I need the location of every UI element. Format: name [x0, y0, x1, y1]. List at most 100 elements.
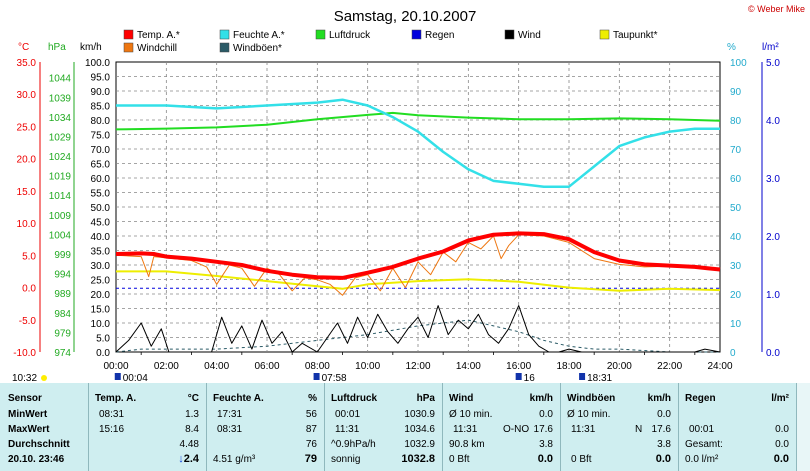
gusts-max-time: 11:31 — [571, 424, 596, 435]
wind-tick-label: 30.0 — [91, 261, 111, 272]
wind-tick-label: 0.0 — [96, 348, 110, 359]
humidity-tick-label: 30 — [730, 261, 742, 272]
pressure-avg-value: 1032.9 — [404, 439, 435, 450]
gusts-avg-value: 3.8 — [657, 439, 671, 450]
humidity-tick-label: 60 — [730, 174, 742, 185]
series-line-wind — [115, 305, 721, 353]
pressure-axis-unit: hPa — [48, 42, 66, 53]
trend-down-icon: ↓ — [178, 453, 184, 465]
pressure-tick-label: 974 — [54, 348, 71, 359]
time-markers: 10:32 00:04 07:58 16 18:31 — [12, 373, 613, 383]
pressure-min-value: 1030.9 — [404, 409, 435, 420]
x-tick-label: 10:00 — [355, 361, 380, 372]
humidity-avg-value: 76 — [305, 439, 317, 450]
wind-tick-label: 25.0 — [91, 276, 111, 287]
stats-temp-col: Temp. A. °C 08:31 1.3 15:16 8.4 4.48 ↓2.… — [88, 383, 207, 471]
pressure-tick-label: 1039 — [49, 93, 72, 104]
marker-icon — [114, 373, 121, 380]
wind-beaufort: 0 Bft — [449, 454, 470, 465]
gusts-avg10-value: 0.0 — [657, 409, 671, 420]
wind-tick-label: 75.0 — [91, 131, 111, 142]
credit-text: © Weber Mike — [748, 4, 805, 14]
humidity-axis-unit: % — [727, 42, 736, 53]
wind-tick-label: 70.0 — [91, 145, 111, 156]
temp-min-value: 1.3 — [185, 409, 199, 420]
rain-amount: 0.0 l/m² — [685, 454, 719, 465]
legend-swatch — [123, 42, 134, 53]
x-tick-label: 12:00 — [405, 361, 430, 372]
rain-total-label: Gesamt: — [685, 439, 723, 450]
gusts-max-direction: N — [635, 424, 643, 435]
wind-tick-label: 20.0 — [91, 290, 111, 301]
pressure-header: Luftdruck — [331, 393, 378, 404]
pressure-forecast: sonnig — [331, 454, 361, 465]
time-marker-label: 16 — [524, 373, 536, 383]
x-tick-label: 02:00 — [154, 361, 179, 372]
rain-max-time: 00:01 — [689, 424, 715, 435]
wind-tick-label: 55.0 — [91, 189, 111, 200]
grid — [115, 61, 721, 355]
legend-swatch — [411, 29, 422, 40]
wind-unit: km/h — [529, 393, 553, 404]
humidity-absolute: 4.51 g/m³ — [213, 454, 256, 465]
temp-unit: °C — [187, 393, 199, 404]
stats-humidity-col: Feuchte A. % 17:31 56 08:31 87 76 4.51 g… — [206, 383, 325, 471]
rain-total-value: 0.0 — [775, 439, 789, 450]
temp-min-time: 08:31 — [99, 409, 125, 420]
legend-swatch — [504, 29, 515, 40]
rain-current-value: 0.0 — [773, 453, 789, 465]
wind-current-value: 0.0 — [537, 453, 553, 465]
wind-tick-label: 40.0 — [91, 232, 111, 243]
axis-units: °C hPa km/h % l/m² — [18, 42, 779, 53]
wind-tick-label: 85.0 — [91, 102, 111, 113]
pressure-tick-label: 979 — [54, 328, 71, 339]
temp-tick-label: 0.0 — [22, 284, 36, 295]
humidity-tick-label: 70 — [730, 145, 742, 156]
temp-tick-label: -5.0 — [19, 316, 37, 327]
x-tick-label: 22:00 — [657, 361, 682, 372]
wind-tick-label: 50.0 — [91, 203, 111, 214]
humidity-tick-label: 90 — [730, 87, 742, 98]
pressure-tick-label: 1004 — [49, 230, 72, 241]
pressure-current-value: 1032.8 — [401, 453, 435, 465]
series-lines — [115, 98, 721, 353]
x-tick-label: 08:00 — [305, 361, 330, 372]
legend-swatch — [599, 29, 610, 40]
series-line-tempa — [115, 231, 721, 280]
wind-tick-label: 5.0 — [96, 334, 110, 345]
series-line-windben — [115, 319, 720, 353]
temp-max-time: 15:16 — [99, 424, 125, 435]
legend-label: Windböen* — [233, 43, 282, 54]
temp-tick-label: 35.0 — [17, 58, 37, 69]
x-tick-label: 04:00 — [204, 361, 229, 372]
wind-axis-unit: km/h — [80, 42, 102, 53]
pressure-tick-label: 1029 — [49, 132, 72, 143]
marker-icon — [313, 373, 320, 380]
legend-swatch — [219, 29, 230, 40]
temp-max-value: 8.4 — [185, 424, 199, 435]
pressure-tick-label: 1009 — [49, 211, 72, 222]
stats-pressure-col: Luftdruck hPa 00:01 1030.9 11:31 1034.6 … — [324, 383, 443, 471]
temp-tick-label: 15.0 — [17, 187, 37, 198]
series-line-luftdruck — [115, 111, 721, 131]
legend-label: Luftdruck — [329, 30, 371, 41]
x-tick-label: 16:00 — [506, 361, 531, 372]
temp-tick-label: 30.0 — [17, 90, 37, 101]
wind-max-value: 17.6 — [533, 424, 553, 435]
legend-label: Wind — [518, 30, 541, 41]
pressure-tick-label: 994 — [54, 270, 71, 281]
legend-swatch — [123, 29, 134, 40]
axis-ticks: 35.0 30.0 25.0 20.0 15.0 10.0 5.0 0.0 -5.0 -10.0 1… — [13, 58, 780, 372]
pressure-tick-label: 989 — [54, 289, 71, 300]
stats-gusts-col: Windböen km/h Ø 10 min. 0.0 11:31 N 17.6… — [560, 383, 679, 471]
wind-tick-label: 15.0 — [91, 305, 111, 316]
marker-icon — [579, 373, 586, 380]
rain-max-value: 0.0 — [775, 424, 789, 435]
x-tick-label: 24:00 — [707, 361, 732, 372]
wind-tick-label: 65.0 — [91, 160, 111, 171]
humidity-max-value: 87 — [305, 424, 317, 435]
sensor-row-max: MaxWert — [8, 424, 50, 435]
sensor-row-min: MinWert — [8, 409, 48, 420]
x-tick-label: 20:00 — [607, 361, 632, 372]
humidity-tick-label: 80 — [730, 116, 742, 127]
